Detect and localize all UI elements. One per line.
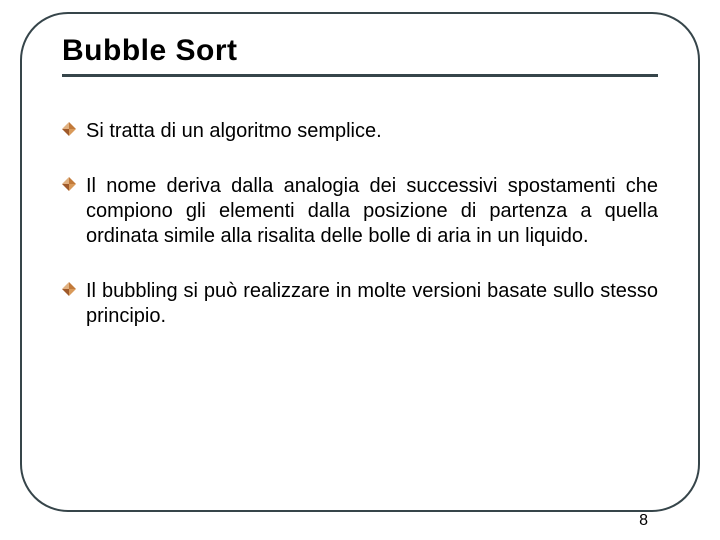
- list-item: Il bubbling si può realizzare in molte v…: [62, 279, 658, 329]
- diamond-bullet-icon: [62, 282, 76, 296]
- slide-title: Bubble Sort: [62, 34, 658, 77]
- diamond-bullet-icon: [62, 122, 76, 136]
- bullet-list: Si tratta di un algoritmo semplice. Il n…: [62, 119, 658, 329]
- list-item: Si tratta di un algoritmo semplice.: [62, 119, 658, 144]
- diamond-bullet-icon: [62, 177, 76, 191]
- bullet-text: Il nome deriva dalla analogia dei succes…: [86, 175, 658, 247]
- slide-content: Bubble Sort Si tratta di un algoritmo se…: [62, 34, 658, 490]
- bullet-text: Il bubbling si può realizzare in molte v…: [86, 280, 658, 327]
- list-item: Il nome deriva dalla analogia dei succes…: [62, 174, 658, 249]
- page-number: 8: [639, 512, 648, 530]
- bullet-text: Si tratta di un algoritmo semplice.: [86, 120, 382, 142]
